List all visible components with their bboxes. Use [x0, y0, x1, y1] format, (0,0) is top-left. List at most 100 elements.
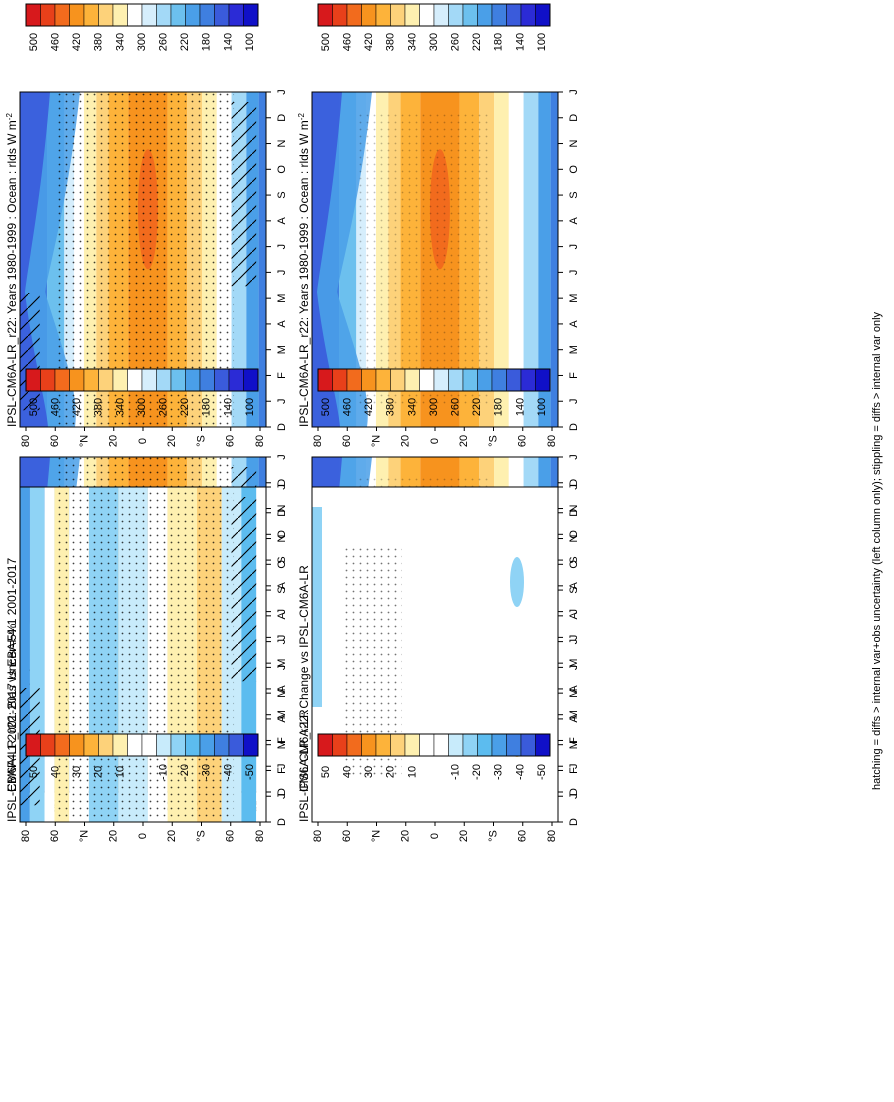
colorbar-cell	[433, 368, 449, 392]
month-label: J	[276, 793, 288, 799]
month-label: D	[568, 788, 580, 796]
colorbar-cell	[199, 3, 215, 27]
lat-label: 60	[341, 830, 353, 842]
colorbar-label: 140	[222, 398, 234, 416]
colorbar-cell	[83, 733, 99, 757]
month-label: M	[568, 689, 580, 698]
colorbar-row2-col1: 500 460 420 380 340 300 260 220 180 140 100	[317, 368, 551, 416]
month-label: J	[276, 89, 288, 95]
lat-label: 80	[254, 435, 266, 447]
colorbar-cell	[491, 733, 507, 757]
month-label: D	[276, 114, 288, 122]
colorbar-cell	[25, 3, 41, 27]
colorbar-label: 50	[28, 766, 40, 778]
colorbar-label: 460	[342, 398, 354, 416]
colorbar-label: 380	[385, 33, 397, 51]
colorbar-label: 420	[363, 33, 375, 51]
colorbar-label: 340	[114, 398, 126, 416]
colorbar-cell	[228, 733, 244, 757]
colorbar-cell	[390, 3, 406, 27]
colorbar-cell	[462, 733, 478, 757]
colorbar-cell	[25, 368, 41, 392]
lat-label: 80	[254, 830, 266, 842]
colorbar-label: 300	[136, 398, 148, 416]
month-label: J	[568, 244, 580, 250]
colorbar-cell	[448, 3, 464, 27]
lat-label: 20	[400, 435, 412, 447]
band-11	[508, 92, 524, 427]
month-label: J	[568, 763, 580, 769]
month-label: A	[276, 612, 288, 620]
hatch-area-south	[231, 102, 257, 287]
colorbar-label: 50	[320, 766, 332, 778]
colorbar-cell	[98, 3, 114, 27]
month-label: A	[568, 320, 580, 328]
colorbar-label: -40	[514, 764, 526, 780]
month-label: S	[568, 556, 580, 563]
colorbar-label: -10	[158, 764, 170, 780]
month-label: D	[568, 423, 580, 431]
month-label: A	[276, 582, 288, 590]
colorbar-cell	[185, 368, 201, 392]
month-label: F	[568, 767, 580, 774]
colorbar-label: 10	[114, 766, 126, 778]
colorbar-label: 420	[363, 398, 375, 416]
month-label: D	[276, 788, 288, 796]
lat-label: 60	[225, 830, 237, 842]
colorbar-cell	[419, 3, 435, 27]
colorbar-row3-col1: 50 40 30 20 10 -10 -20 -30 -40 -50	[317, 733, 551, 780]
month-label: M	[276, 710, 288, 719]
panel-title: IPSL-CM6A-LR_r22: Years 1980-1999 : Ocea…	[297, 113, 312, 427]
lat-label: 60	[517, 435, 529, 447]
colorbar-cell	[141, 368, 157, 392]
month-label: A	[276, 715, 288, 723]
colorbar-label: 100	[244, 398, 256, 416]
colorbar-cell	[185, 733, 201, 757]
colorbar-cell	[462, 3, 478, 27]
colorbar-cell	[98, 733, 114, 757]
lat-label: 80	[546, 435, 558, 447]
band-12	[523, 92, 539, 427]
colorbar-cell	[332, 368, 348, 392]
month-label: D	[568, 479, 580, 487]
colorbar-cell	[346, 368, 362, 392]
colorbar-label: 100	[536, 33, 548, 51]
month-label: J	[276, 398, 288, 404]
band-12	[256, 487, 266, 822]
colorbar-label: 420	[71, 33, 83, 51]
colorbar-cell	[419, 733, 435, 757]
band-14	[258, 92, 266, 427]
month-label: S	[276, 191, 288, 198]
colorbar-label: 340	[406, 398, 418, 416]
month-label: M	[568, 740, 580, 749]
colorbar-label: 500	[28, 33, 40, 51]
colorbar-cell	[346, 733, 362, 757]
colorbar-label: 460	[50, 33, 62, 51]
month-label: J	[276, 454, 288, 460]
colorbar-cell	[317, 368, 333, 392]
colorbar-label: 180	[493, 398, 505, 416]
colorbar-cell	[69, 368, 85, 392]
colorbar-cell	[361, 368, 377, 392]
lat-label: 20	[400, 830, 412, 842]
colorbar-row3-col0: 50 40 30 20 10 -10 -20 -30 -40 -50	[25, 733, 259, 780]
colorbar-cell	[214, 733, 230, 757]
band-10	[494, 92, 509, 427]
colorbar-label: -20	[471, 764, 483, 780]
month-label: M	[276, 740, 288, 749]
colorbar-cell	[40, 368, 56, 392]
month-label: N	[568, 535, 580, 543]
lat-label: 80	[312, 830, 324, 842]
colorbar-label: -30	[201, 764, 213, 780]
colorbar-cell	[535, 3, 551, 27]
stipple-area	[56, 487, 235, 822]
month-label: A	[276, 320, 288, 328]
colorbar-cell	[506, 733, 522, 757]
month-label: A	[568, 612, 580, 620]
colorbar-label: 220	[179, 33, 191, 51]
colorbar-frame	[317, 368, 551, 392]
month-label: A	[568, 217, 580, 225]
month-label: M	[276, 689, 288, 698]
